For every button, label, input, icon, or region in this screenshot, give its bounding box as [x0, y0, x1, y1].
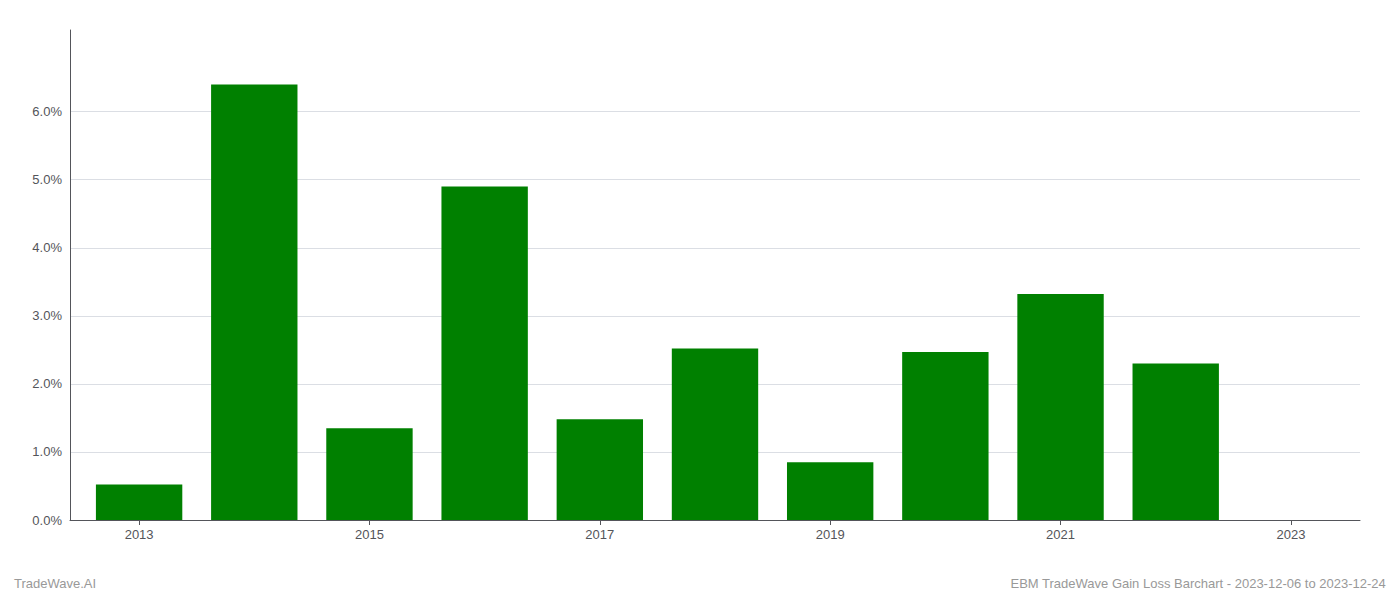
svg-text:0.0%: 0.0% [32, 513, 62, 528]
svg-text:2019: 2019 [816, 527, 845, 542]
svg-text:TradeWave.AI: TradeWave.AI [14, 576, 96, 591]
svg-text:5.0%: 5.0% [32, 172, 62, 187]
svg-text:1.0%: 1.0% [32, 444, 62, 459]
svg-text:6.0%: 6.0% [32, 104, 62, 119]
svg-text:3.0%: 3.0% [32, 308, 62, 323]
svg-text:2015: 2015 [355, 527, 384, 542]
svg-text:4.0%: 4.0% [32, 240, 62, 255]
svg-text:2021: 2021 [1046, 527, 1075, 542]
svg-text:2023: 2023 [1276, 527, 1305, 542]
svg-text:2013: 2013 [125, 527, 154, 542]
svg-text:EBM TradeWave Gain Loss Barcha: EBM TradeWave Gain Loss Barchart - 2023-… [1010, 576, 1385, 591]
svg-text:2.0%: 2.0% [32, 376, 62, 391]
svg-text:2017: 2017 [585, 527, 614, 542]
